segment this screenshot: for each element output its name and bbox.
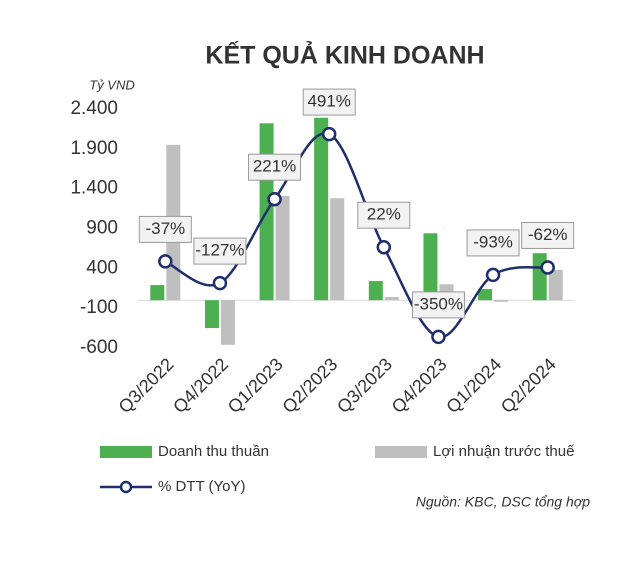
line-marker — [431, 329, 446, 345]
x-tick-label: Q4/2022 — [169, 354, 232, 417]
legend-label: % DTT (YoY) — [158, 478, 246, 495]
line-marker — [158, 254, 173, 269]
value-label-box — [466, 229, 520, 257]
x-tick-label: Q2/2024 — [497, 354, 560, 417]
line-marker — [376, 239, 392, 255]
y-tick-label: 2.400 — [70, 98, 118, 119]
value-label-box — [302, 88, 356, 116]
value-label: -350% — [414, 294, 463, 313]
bar — [423, 233, 438, 301]
y-tick-label: -100 — [80, 297, 118, 318]
y-axis-label: Tỷ VND — [89, 77, 135, 92]
bar — [275, 195, 290, 301]
bar — [220, 300, 235, 345]
bar — [532, 253, 547, 301]
chart-title: KẾT QUẢ KINH DOANH — [205, 40, 484, 70]
legend-swatch — [100, 446, 152, 458]
value-label-box — [138, 215, 192, 243]
legend-label: Doanh thu thuần — [158, 443, 269, 460]
x-tick-label: Q1/2023 — [224, 354, 287, 417]
y-tick-label: -600 — [80, 337, 118, 358]
x-tick-label: Q3/2023 — [333, 354, 396, 417]
value-label-box — [521, 221, 575, 249]
x-tick-label: Q4/2023 — [388, 354, 451, 417]
line-marker — [485, 267, 501, 283]
value-label-box — [357, 201, 411, 229]
legend-marker — [119, 480, 133, 494]
value-label: 22% — [367, 205, 401, 224]
x-tick-label: Q1/2024 — [442, 354, 505, 417]
y-tick-label: 1.400 — [70, 178, 118, 199]
value-label-box — [411, 291, 465, 319]
line-marker — [321, 126, 337, 142]
x-tick-label: Q3/2022 — [115, 354, 178, 417]
bar — [330, 198, 345, 301]
value-label-box — [248, 153, 302, 181]
bar — [314, 117, 329, 301]
value-label-box — [193, 237, 247, 265]
y-tick-label: 1.900 — [70, 138, 118, 159]
value-label: 491% — [307, 92, 350, 111]
legend-swatch — [375, 446, 427, 458]
y-tick-label: 900 — [86, 218, 118, 239]
value-label: -37% — [145, 219, 185, 238]
line-marker — [540, 260, 555, 275]
bar — [204, 300, 219, 329]
line-marker — [267, 191, 282, 207]
value-label: -127% — [195, 241, 244, 260]
value-label: -62% — [528, 225, 568, 244]
value-label: -93% — [473, 232, 513, 251]
bar — [548, 269, 563, 301]
y-tick-label: 400 — [86, 257, 118, 278]
bar — [478, 289, 493, 301]
value-label: 221% — [253, 157, 296, 176]
source-note: Nguồn: KBC, DSC tổng hợp — [416, 494, 590, 510]
x-tick-label: Q2/2023 — [278, 354, 341, 417]
bar — [494, 300, 509, 302]
bar — [368, 281, 383, 301]
line — [164, 132, 548, 339]
legend-label: Lợi nhuận trước thuế — [433, 443, 575, 460]
bar — [384, 297, 399, 301]
bar — [150, 285, 165, 301]
line-marker — [212, 275, 228, 291]
